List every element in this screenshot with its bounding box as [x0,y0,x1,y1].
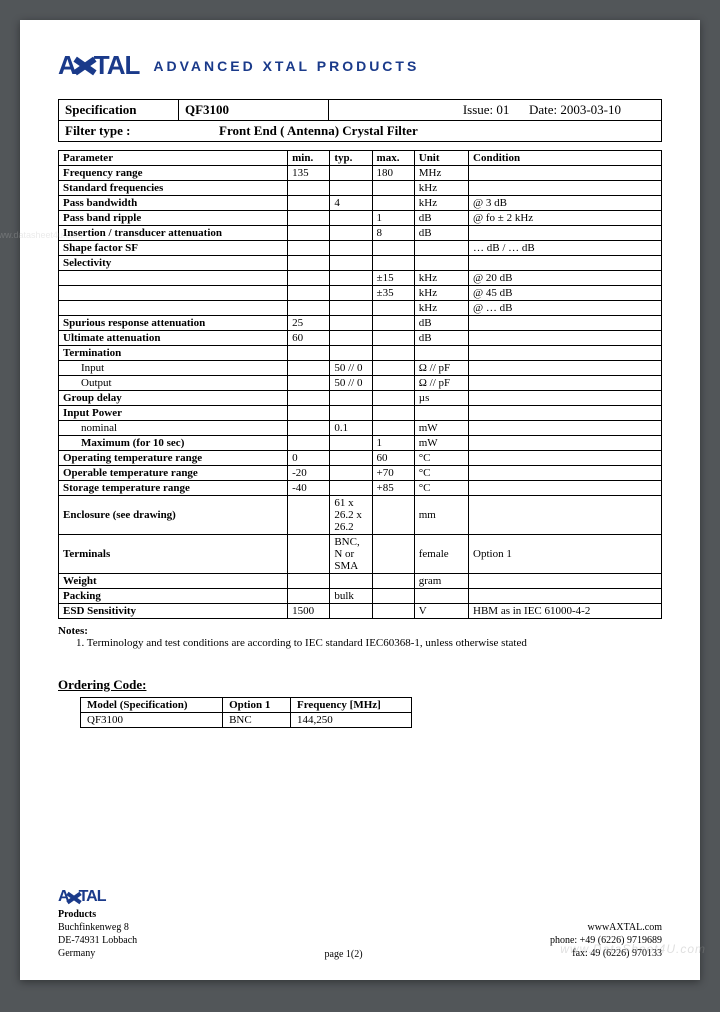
order-c1: BNC [223,713,291,728]
table-row: ESD Sensitivity1500VHBM as in IEC 61000-… [59,604,662,619]
date: Date: 2003-03-10 [529,102,621,117]
table-row: Pass band ripple1dB@ fo ± 2 kHz [59,211,662,226]
table-row: Storage temperature range-40+85°C [59,481,662,496]
brand-tagline: ADVANCED XTAL PRODUCTS [153,58,419,74]
page-header: A TAL ADVANCED XTAL PRODUCTS [58,50,662,81]
ordering-table: Model (Specification) Option 1 Frequency… [80,697,412,728]
table-row: Weightgram [59,574,662,589]
param-header: Condition [469,151,662,166]
param-header: Unit [414,151,468,166]
table-row: Operable temperature range-20+70°C [59,466,662,481]
parameters-table: Parametermin.typ.max.UnitCondition Frequ… [58,150,662,619]
order-h1: Option 1 [223,698,291,713]
footer-left: A TAL Products Buchfinkenweg 8 DE-74931 … [58,887,137,960]
table-row: Operating temperature range060°C [59,451,662,466]
param-header: Parameter [59,151,288,166]
table-row: Standard frequencieskHz [59,181,662,196]
watermark-bottom: www.DataSheet4U.com [560,942,706,956]
footer-logo-x-icon [67,891,81,905]
table-row: Ultimate attenuation60dB [59,331,662,346]
spec-box: Specification QF3100 Issue: 01 Date: 200… [58,99,662,142]
document-page: www.datasheet4u.com A TAL ADVANCED XTAL … [20,20,700,980]
brand-logo: A TAL [58,50,139,81]
table-row: kHz@ … dB [59,301,662,316]
order-h0: Model (Specification) [81,698,223,713]
table-row: Selectivity [59,256,662,271]
ordering-section: Ordering Code: Model (Specification) Opt… [58,677,662,728]
table-row: ±35kHz@ 45 dB [59,286,662,301]
table-row: nominal0.1mW [59,421,662,436]
table-row: Enclosure (see drawing)61 x 26.2 x 26.2m… [59,496,662,535]
spec-label: Specification [59,100,179,120]
table-row: TerminalsBNC, N or SMAfemaleOption 1 [59,535,662,574]
table-row: Maximum (for 10 sec)1mW [59,436,662,451]
filter-type-value: Front End ( Antenna) Crystal Filter [179,121,661,141]
table-row: ±15kHz@ 20 dB [59,271,662,286]
order-c2: 144,250 [291,713,412,728]
param-header: max. [372,151,414,166]
page-number: page 1(2) [325,949,363,960]
notes-section: Notes: 1. Terminology and test condition… [58,625,662,649]
table-row: Frequency range135180MHz [59,166,662,181]
table-row: Input Power [59,406,662,421]
order-c0: QF3100 [81,713,223,728]
param-header: min. [288,151,330,166]
issue: Issue: 01 [463,102,510,117]
filter-type-label: Filter type : [59,121,179,141]
order-h2: Frequency [MHz] [291,698,412,713]
logo-x-icon [74,55,96,77]
notes-item: 1. Terminology and test conditions are a… [58,637,662,649]
table-row: Insertion / transducer attenuation8dB [59,226,662,241]
table-row: Input50 // 0Ω // pF [59,361,662,376]
param-header: typ. [330,151,372,166]
table-row: Group delayµs [59,391,662,406]
ordering-heading: Ordering Code: [58,677,662,693]
table-row: Termination [59,346,662,361]
table-row: Packingbulk [59,589,662,604]
part-number: QF3100 [179,100,329,120]
table-row: Output50 // 0Ω // pF [59,376,662,391]
watermark-top: www.datasheet4u.com [0,230,83,240]
table-row: Spurious response attenuation25dB [59,316,662,331]
notes-heading: Notes: [58,625,662,637]
table-row: Pass bandwidth4kHz@ 3 dB [59,196,662,211]
footer-logo: A TAL [58,887,137,908]
table-row: Shape factor SF… dB / … dB [59,241,662,256]
